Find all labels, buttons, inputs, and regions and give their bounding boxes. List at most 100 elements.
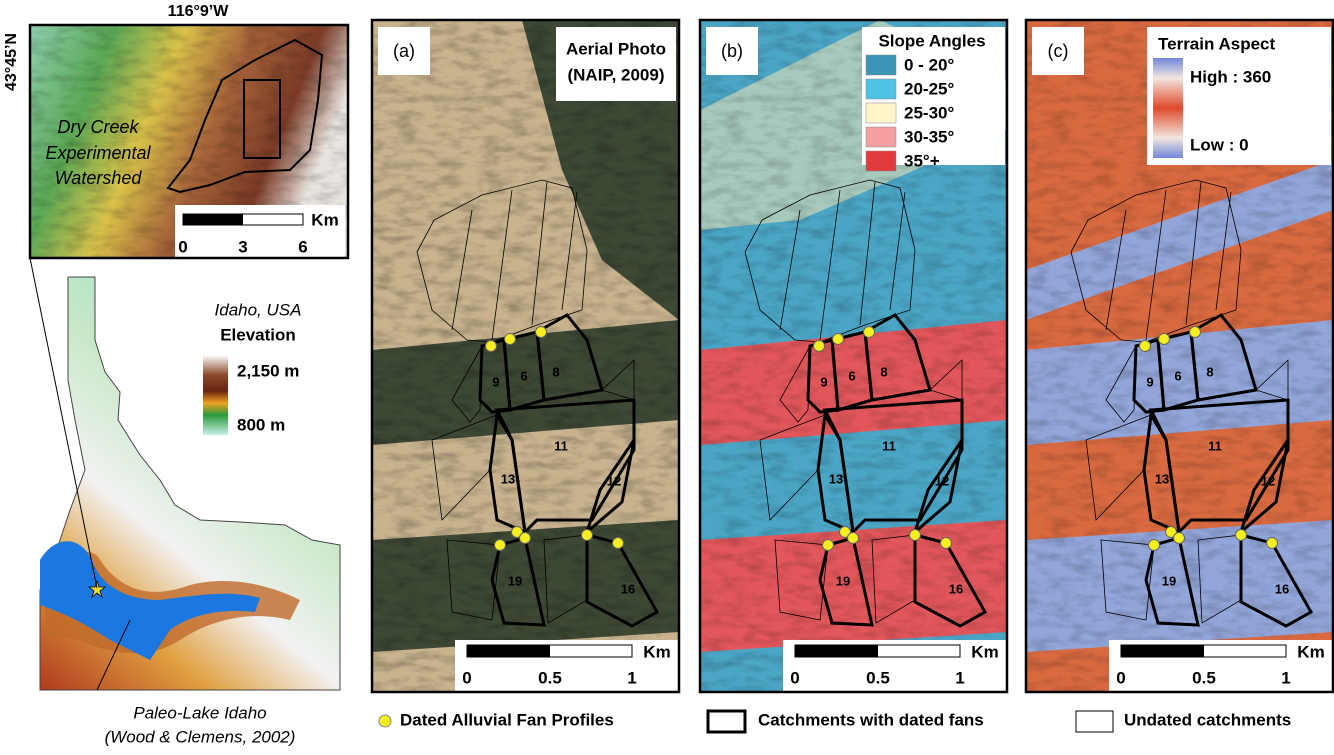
panel-frame [1024,18,1334,694]
catchment-label: 9 [1146,374,1153,389]
scale-unit: Km [1297,642,1324,661]
catchment-label: 13 [1155,471,1169,486]
legend-swatch [706,709,747,734]
legend-label: 25-30° [904,103,954,122]
fan-profile [1235,529,1247,541]
fan-profile [1189,326,1201,338]
catchment-undated [1105,209,1127,331]
scale-bar [795,645,878,657]
catchment-label: 16 [1275,581,1289,596]
map-panel: 9 6 8 11 13 12 19 16 Km 0 0.5 1 (c) Terrain Aspect Hig… [1024,18,1334,694]
legend-label: Undated catchments [1124,710,1291,729]
scale-tick: 0.5 [866,668,890,687]
fan-profile [1165,526,1177,538]
scale-unit: Km [643,642,670,661]
panel-letter: (c) [1048,41,1069,61]
legend-swatch [865,78,897,100]
catchment-undated [446,539,501,621]
watershed-label: Dry Creek [57,117,139,137]
scale-bar [467,645,550,657]
letter-box [706,27,758,75]
catchment-undated [1105,345,1137,423]
catchment-dated [1189,313,1258,402]
watershed-label: Experimental [45,143,151,163]
fan-profile [485,340,497,352]
scale-tick: 0 [790,668,799,687]
catchment-undated [451,345,483,423]
fan-profile [822,539,834,551]
catchment-label: 11 [1208,438,1222,453]
fan-profile [863,326,875,338]
scale-unit: Km [971,642,998,661]
legend-title: Elevation [220,325,296,344]
catchment-undated [601,359,635,401]
catchment-label: 8 [1206,364,1213,379]
catchment-undated [1255,359,1289,401]
legend-label: 35°+ [904,151,940,170]
scale-bar [1121,645,1204,657]
letter-box [378,27,430,75]
panel-title: Aerial Photo [566,39,666,58]
catchment-label: 11 [882,438,896,453]
legend-label: Catchments with dated fans [758,710,984,729]
fan-profile [511,526,523,538]
catchment-label: 12 [607,473,621,488]
catchment-dated [863,313,932,402]
panel-letter: (a) [393,41,415,61]
panel-content: 9 6 8 11 13 12 19 16 Km 0 0.5 1 (a) [372,20,679,692]
fan-profile [839,526,851,538]
catchment-undated [1100,539,1155,621]
scale-tick: 3 [238,237,247,256]
catchment-label: 8 [880,364,887,379]
catchment-dated [488,410,527,535]
lake-label: Paleo-Lake Idaho [133,703,266,722]
catchment-label: 13 [829,471,843,486]
catchment-label: 6 [848,368,855,383]
legend-swatch [1075,710,1114,733]
panel-letter: (b) [721,41,743,61]
inset-map [30,25,348,258]
legend-label: 800 m [237,415,285,434]
longitude-label: 116°9’W [168,3,230,20]
legend-dot [378,714,392,728]
catchment-undated [416,179,588,343]
catchment-undated [451,209,473,331]
catchment-undated [859,181,876,326]
letter-box [1032,27,1084,75]
catchment-dated [1142,410,1181,535]
legend-title: Terrain Aspect [1158,34,1275,53]
catchment-undated [491,189,513,341]
fan-profile [1158,333,1170,345]
fan-profile [813,340,825,352]
catchment-label: 11 [554,438,568,453]
fan-profile [519,532,531,544]
fan-profile [1266,537,1278,549]
legend-swatch [865,102,897,124]
panel-frame [370,18,681,694]
legend-label: 2,150 m [237,361,299,380]
catchment-label: 19 [1162,573,1176,588]
catchment-label: 19 [836,573,850,588]
legend-label: Low : 0 [1190,135,1249,154]
catchment-undated [889,191,906,311]
scale-tick: 1 [955,668,964,687]
state-map [29,257,341,691]
map-panel: 9 6 8 11 13 12 19 16 Km 0 0.5 1 (a) Aerial Photo (NAIP… [370,18,681,694]
scale-tick: 0.5 [538,668,562,687]
catchment-label: 19 [508,573,522,588]
legend-swatch [865,54,897,76]
panel-frame [698,18,1009,694]
latitude-label: 43°45’N [3,33,20,91]
catchment-undated [1145,189,1167,341]
fan-profile [1139,340,1151,352]
catchment-undated [779,209,801,331]
legend-swatch [865,150,897,172]
fan-profile [832,333,844,345]
map-panel: 9 6 8 11 13 12 19 16 Km 0 0.5 1 (b) Slope Angles 0 - 2… [698,18,1009,694]
fan-profile [612,537,624,549]
catchment-undated [779,345,811,423]
scale-tick: 1 [627,668,636,687]
scale-tick: 0 [1116,668,1125,687]
scale-tick: 1 [1281,668,1290,687]
